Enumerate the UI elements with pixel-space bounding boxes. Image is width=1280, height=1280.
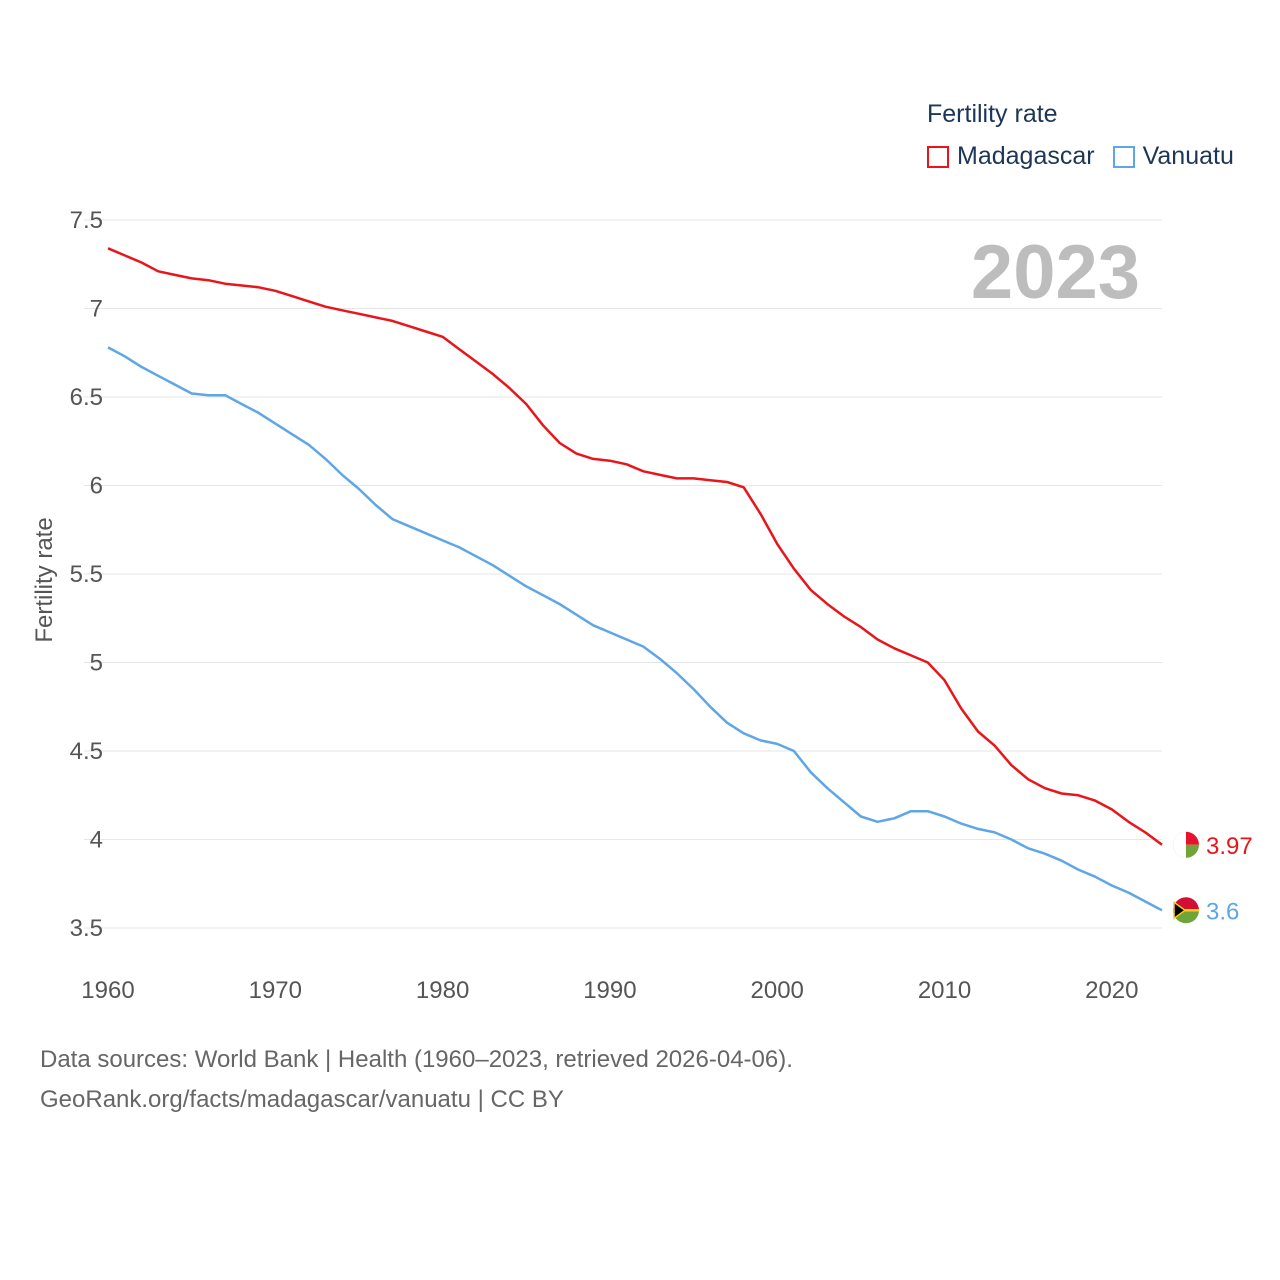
grid-lines <box>84 219 1162 929</box>
x-tick-label: 1980 <box>416 977 469 1004</box>
legend: Madagascar Vanuatu <box>927 142 1252 171</box>
x-tick-label: 2000 <box>751 977 804 1004</box>
end-value-label-vanuatu: 3.6 <box>1206 898 1239 925</box>
y-tick-label: 7 <box>90 296 103 323</box>
x-axis-ticks: 1960 1970 1980 1990 2000 2010 2020 <box>81 977 1138 1004</box>
x-tick-label: 1990 <box>583 977 636 1004</box>
footer-link[interactable]: GeoRank.org/facts/madagascar/vanuatu | C… <box>40 1086 564 1113</box>
end-markers: 3.97 3.6 <box>1172 831 1253 925</box>
y-tick-label: 3.5 <box>70 915 103 942</box>
legend-item-madagascar[interactable]: Madagascar <box>927 142 1095 171</box>
x-tick-label: 2020 <box>1085 977 1138 1004</box>
series-lines <box>107 247 1163 912</box>
series-line-madagascar <box>107 247 1163 846</box>
series-line-vanuatu <box>107 346 1163 912</box>
y-tick-label: 6.5 <box>70 384 103 411</box>
y-tick-label: 6 <box>90 473 103 500</box>
y-tick-label: 5.5 <box>70 561 103 588</box>
y-axis-ticks: 3.5 4 4.5 5 5.5 6 6.5 7 7.5 <box>70 207 103 942</box>
legend-swatch-vanuatu <box>1112 145 1135 168</box>
x-tick-label: 1960 <box>81 977 134 1004</box>
flag-icon-madagascar <box>1172 831 1199 859</box>
flag-icon-vanuatu <box>1173 897 1199 924</box>
x-tick-label: 1970 <box>249 977 302 1004</box>
legend-swatch-madagascar <box>927 145 949 168</box>
y-tick-label: 7.5 <box>70 207 103 234</box>
y-axis-label: Fertility rate <box>31 517 58 642</box>
legend-label-madagascar: Madagascar <box>957 142 1095 170</box>
footer-sources: Data sources: World Bank | Health (1960–… <box>40 1046 793 1073</box>
y-tick-label: 4 <box>90 827 103 854</box>
x-tick-label: 2010 <box>918 977 971 1004</box>
legend-title: Fertility rate <box>927 100 1058 128</box>
legend-item-vanuatu[interactable]: Vanuatu <box>1112 142 1234 171</box>
legend-label-vanuatu: Vanuatu <box>1142 142 1234 170</box>
end-value-label-madagascar: 3.97 <box>1206 833 1253 860</box>
y-tick-label: 4.5 <box>70 738 103 765</box>
year-label: 2023 <box>971 230 1140 315</box>
y-tick-label: 5 <box>90 650 103 677</box>
